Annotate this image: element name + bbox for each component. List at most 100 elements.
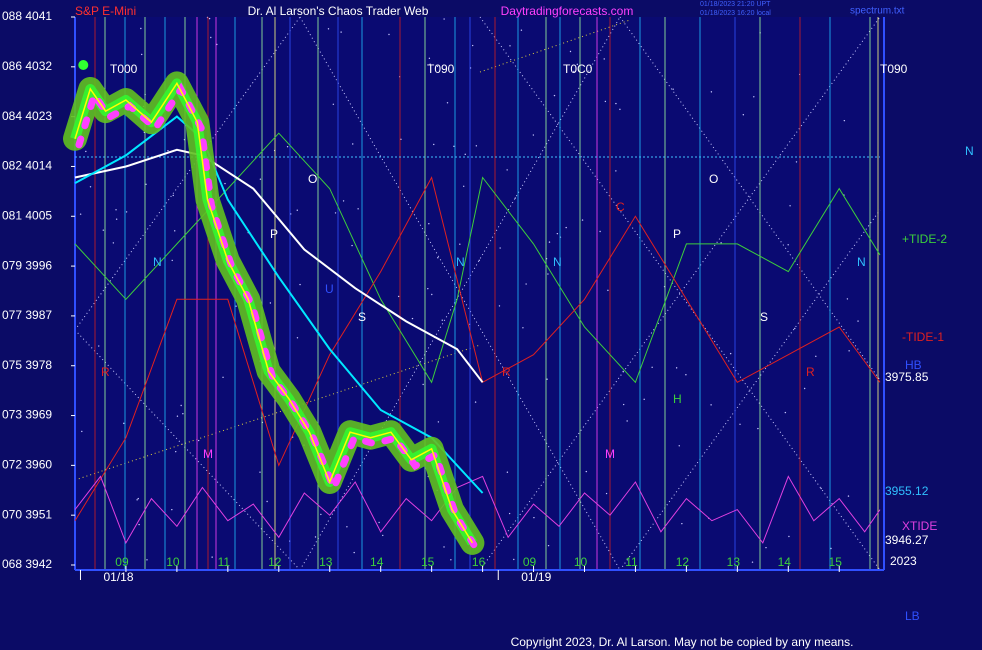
star (576, 63, 579, 66)
date-label: 01/18 (103, 570, 133, 584)
annotation: T090 (427, 62, 455, 76)
star (820, 487, 822, 490)
star (450, 559, 452, 561)
star (843, 119, 846, 122)
annotation: U (325, 282, 334, 296)
star (146, 559, 148, 561)
x-tick-label: 13 (319, 555, 333, 569)
star (422, 383, 424, 386)
star (180, 404, 182, 407)
y-tick-label: 077 3987 (2, 308, 52, 322)
star (681, 522, 683, 525)
timestamp: 01/18/2023 21:20 UPT (700, 1, 771, 8)
star (581, 219, 584, 221)
star (547, 273, 549, 275)
star (332, 103, 335, 105)
x-tick-label: 13 (727, 555, 741, 569)
site: Daytradingforecasts.com (501, 4, 634, 18)
annotation: 3955.12 (885, 484, 929, 498)
lattice-line (479, 16, 881, 571)
plot-area (75, 17, 880, 570)
star (266, 500, 268, 503)
star (340, 31, 342, 33)
y-tick-label: 081 4005 (2, 208, 52, 222)
annotation: LB (905, 609, 920, 623)
lattice-line (479, 16, 881, 571)
star (102, 229, 105, 231)
star (742, 114, 745, 116)
star (643, 398, 645, 401)
x-tick-label: 14 (778, 555, 792, 569)
lattice-line (299, 16, 621, 571)
star (327, 28, 330, 30)
star (847, 495, 850, 497)
star (299, 283, 301, 286)
star (235, 305, 237, 307)
star (546, 378, 548, 380)
star (382, 534, 384, 537)
star (685, 374, 687, 376)
star (453, 145, 455, 148)
star (651, 366, 653, 368)
star (123, 422, 125, 425)
x-tick-label: 15 (421, 555, 435, 569)
star (565, 226, 567, 229)
annotation: M (203, 447, 213, 461)
annotation: M (605, 447, 615, 461)
timestamp: 01/18/2023 16:20 local (700, 10, 771, 17)
star (548, 241, 551, 243)
star (815, 355, 817, 358)
star (605, 492, 608, 495)
star (437, 257, 439, 259)
star (619, 108, 621, 111)
annotation: R (806, 365, 815, 379)
star (848, 350, 850, 352)
star (672, 88, 674, 90)
star (115, 209, 117, 211)
x-tick-label: 09 (115, 555, 129, 569)
star (441, 319, 443, 321)
y-tick-label: 075 3978 (2, 358, 52, 372)
y-tick-label: 070 3951 (2, 507, 52, 521)
star (499, 247, 501, 249)
annotation: R (502, 365, 511, 379)
trend-line (479, 19, 631, 73)
star (788, 535, 790, 538)
star (615, 170, 617, 172)
annotation: T090 (880, 62, 908, 76)
star (459, 243, 461, 245)
lattice-line (299, 16, 621, 571)
annotation: HB (905, 358, 922, 372)
star (508, 512, 511, 515)
annotation: N (965, 144, 974, 158)
series-line (74, 115, 484, 494)
star (171, 259, 173, 262)
star (513, 558, 515, 561)
x-tick-label: 15 (829, 555, 843, 569)
file: spectrum.txt (850, 6, 905, 17)
star (171, 508, 173, 511)
star (498, 305, 501, 307)
star (286, 146, 289, 148)
star (520, 29, 523, 31)
star (506, 169, 508, 171)
star (615, 102, 617, 105)
annotation: N (553, 255, 562, 269)
star (553, 94, 556, 97)
star (197, 439, 200, 442)
star (342, 200, 345, 202)
annotation: N (857, 255, 866, 269)
star (259, 178, 262, 180)
star (443, 546, 445, 548)
star (81, 430, 83, 433)
star (573, 70, 575, 73)
star (138, 523, 140, 526)
star (446, 102, 449, 104)
star (622, 403, 625, 406)
annotation: N (153, 255, 162, 269)
star (603, 58, 605, 60)
star (739, 423, 741, 425)
star (436, 65, 439, 68)
star (115, 218, 118, 220)
star (857, 320, 859, 322)
